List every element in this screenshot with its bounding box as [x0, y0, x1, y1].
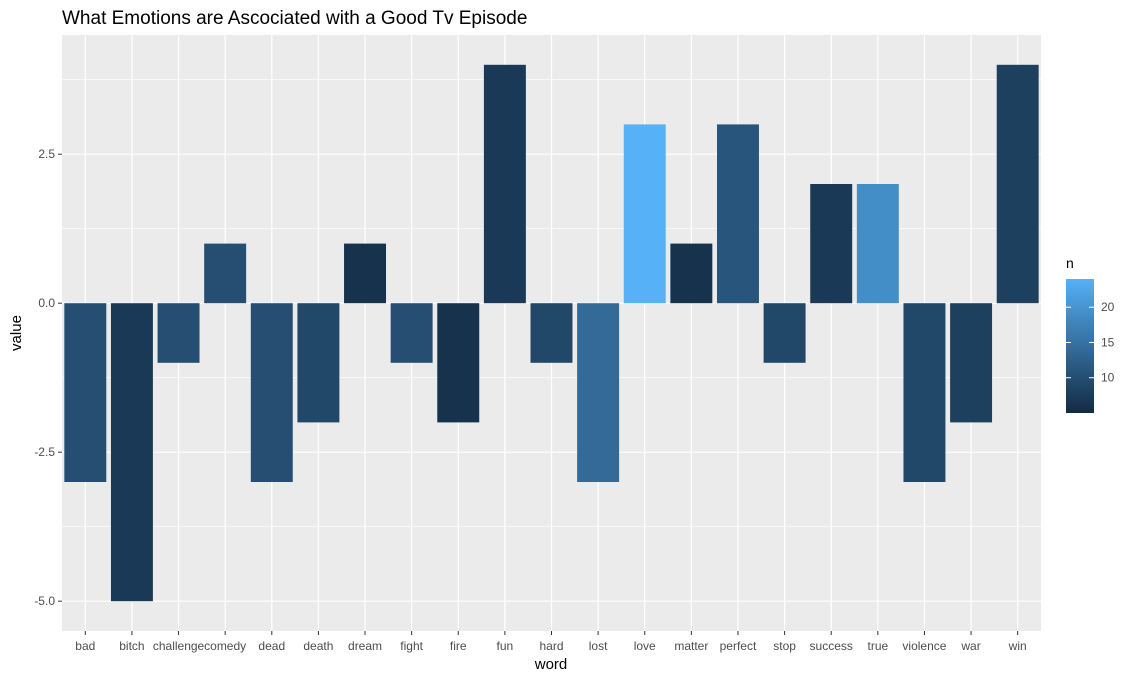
x-tick-label-dream: dream: [348, 639, 382, 653]
x-tick-label-challenge: challenge: [153, 639, 205, 653]
x-tick-label-stop: stop: [773, 639, 796, 653]
bar-bitch: [110, 303, 153, 602]
legend-colorbar: [1066, 279, 1094, 413]
bar-fire: [437, 303, 480, 423]
bar-bad: [64, 303, 107, 482]
x-tick-label-fight: fight: [400, 639, 423, 653]
x-tick-label-dead: dead: [258, 639, 285, 653]
x-tick-label-comedy: comedy: [204, 639, 246, 653]
x-tick-label-success: success: [810, 639, 853, 653]
x-tick-label-love: love: [634, 639, 656, 653]
x-tick-label-true: true: [867, 639, 888, 653]
x-tick-label-lost: lost: [589, 639, 608, 653]
bar-dead: [250, 303, 293, 482]
bar-stop: [763, 303, 806, 363]
x-tick-label-fun: fun: [497, 639, 514, 653]
x-axis-title: word: [534, 656, 568, 673]
bar-violence: [903, 303, 946, 482]
x-tick-label-hard: hard: [539, 639, 563, 653]
x-tick-label-bitch: bitch: [119, 639, 144, 653]
bar-war: [950, 303, 993, 423]
y-tick-label: 0.0: [38, 296, 55, 310]
bar-fight: [390, 303, 433, 363]
y-axis-ticks: -5.0 -2.5 0.0 2.5: [34, 147, 62, 608]
x-tick-label-war: war: [960, 639, 980, 653]
bar-lost: [577, 303, 620, 482]
y-tick-label: -2.5: [34, 445, 55, 459]
legend-tick-label: 10: [1101, 371, 1115, 385]
bar-matter: [670, 243, 713, 304]
x-tick-label-perfect: perfect: [720, 639, 757, 653]
legend-tick-label: 15: [1101, 335, 1115, 349]
chart-title: What Emotions are Ascociated with a Good…: [62, 8, 527, 29]
x-tick-label-win: win: [1008, 639, 1027, 653]
legend: n 10 15 20: [1066, 255, 1115, 413]
bar-death: [297, 303, 340, 423]
y-tick-label: 2.5: [38, 147, 55, 161]
bar-success: [810, 184, 853, 304]
bars: [64, 64, 1039, 602]
x-tick-label-violence: violence: [902, 639, 946, 653]
bar-win: [996, 64, 1039, 304]
y-axis-title: value: [8, 315, 25, 351]
bar-fun: [483, 64, 526, 304]
x-tick-label-death: death: [303, 639, 333, 653]
bar-perfect: [716, 124, 759, 304]
x-tick-label-matter: matter: [674, 639, 708, 653]
legend-title: n: [1066, 255, 1074, 271]
bar-true: [856, 184, 899, 304]
bar-comedy: [204, 243, 247, 304]
bar-love: [623, 124, 666, 304]
x-axis-ticks: bad bitch challenge comedy dead death dream fig…: [75, 631, 1027, 653]
legend-tick-label: 20: [1101, 300, 1115, 314]
x-tick-label-fire: fire: [450, 639, 467, 653]
bar-hard: [530, 303, 573, 363]
bar-dream: [344, 243, 387, 304]
bar-challenge: [157, 303, 200, 363]
y-tick-label: -5.0: [34, 594, 55, 608]
legend-ticks: 10 15 20: [1066, 300, 1115, 385]
x-tick-label-bad: bad: [75, 639, 95, 653]
